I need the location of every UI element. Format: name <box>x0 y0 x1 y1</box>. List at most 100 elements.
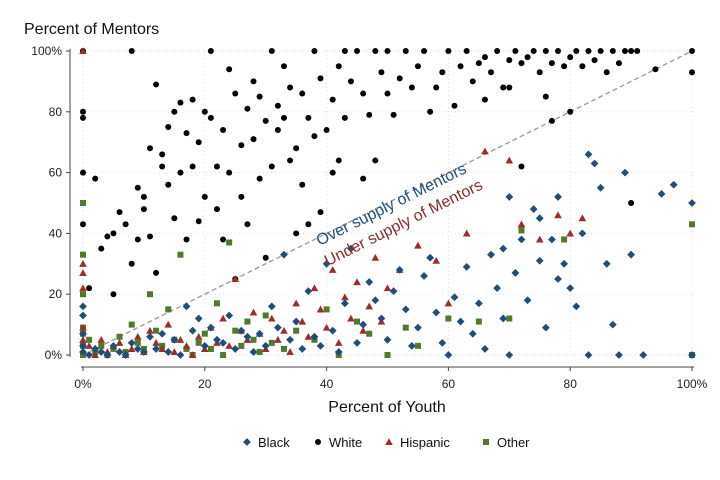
other-point <box>354 318 361 325</box>
hispanic-point <box>188 351 197 359</box>
white-point <box>378 69 385 76</box>
white-point <box>335 157 342 164</box>
white-point <box>548 117 555 124</box>
hispanic-point <box>115 339 124 346</box>
other-point <box>244 318 251 325</box>
y-tick-label: 100% <box>31 44 62 58</box>
white-point <box>652 66 659 73</box>
white-point <box>140 193 147 200</box>
hispanic-point <box>505 156 514 164</box>
white-point <box>274 102 281 109</box>
series-white <box>80 48 695 298</box>
other-point <box>268 339 275 346</box>
black-point <box>79 341 87 350</box>
black-point <box>85 351 93 359</box>
white-point <box>104 233 111 240</box>
black-point <box>511 269 520 277</box>
x-tick-label: 20 <box>198 377 212 391</box>
black-point <box>639 351 648 359</box>
white-point <box>500 84 507 91</box>
white-point <box>299 181 306 188</box>
hispanic-point <box>79 47 87 55</box>
white-point <box>171 215 178 222</box>
other-point <box>238 342 245 349</box>
black-point <box>176 351 185 359</box>
white-point <box>244 105 251 112</box>
white-point <box>481 54 488 61</box>
black-point <box>146 332 154 341</box>
hispanic-point <box>310 284 319 292</box>
white-point <box>518 60 525 67</box>
other-point <box>366 330 373 337</box>
white-point <box>512 48 519 54</box>
black-point <box>237 326 246 335</box>
hispanic-point <box>97 336 106 343</box>
black-point <box>621 168 629 177</box>
black-point <box>91 345 100 353</box>
white-point <box>140 206 147 213</box>
legend-black-marker <box>243 438 251 446</box>
other-point <box>232 327 239 334</box>
x-tick-label: 0% <box>74 377 92 391</box>
black-point <box>389 287 398 296</box>
black-point <box>371 296 380 305</box>
white-point <box>384 90 391 97</box>
black-point <box>347 244 355 253</box>
black-point <box>657 189 666 198</box>
hispanic-point <box>444 299 453 307</box>
white-point <box>305 114 312 121</box>
hispanic-point <box>481 147 489 155</box>
black-point <box>578 229 587 238</box>
hispanic-point <box>79 269 87 276</box>
black-point <box>377 314 386 323</box>
black-point <box>608 320 617 329</box>
white-point <box>122 221 129 228</box>
white-point <box>207 114 214 121</box>
black-point <box>450 293 459 302</box>
white-point <box>542 93 549 100</box>
white-point <box>220 236 227 243</box>
black-point <box>566 284 575 293</box>
tick-labels: 0% 20 40 60 80 100% 0% 20 40 60 80 100% <box>31 44 707 391</box>
white-point <box>317 75 324 82</box>
black-point <box>401 305 410 314</box>
hispanic-point <box>194 332 203 340</box>
white-point <box>615 60 622 67</box>
black-point <box>541 323 550 332</box>
white-point <box>238 193 245 200</box>
white-point <box>634 48 641 54</box>
series-black <box>79 150 696 359</box>
black-point <box>487 250 495 259</box>
hispanic-point <box>566 229 574 237</box>
black-point <box>517 235 526 244</box>
black-point <box>688 351 696 359</box>
white-point <box>299 90 306 97</box>
black-point <box>596 183 605 192</box>
hispanic-point <box>353 278 361 286</box>
hispanic-point <box>292 299 300 307</box>
other-point <box>561 236 568 243</box>
other-point <box>384 352 391 358</box>
white-point <box>335 63 342 70</box>
x-tick-label: 100% <box>677 377 708 391</box>
white-point <box>80 221 86 228</box>
white-point <box>628 200 635 206</box>
hispanic-point <box>79 260 87 267</box>
white-point <box>567 54 574 61</box>
white-point <box>195 218 202 225</box>
other-point <box>207 345 214 352</box>
white-point <box>220 127 227 134</box>
black-point <box>615 351 623 359</box>
black-point <box>79 329 87 338</box>
white-point <box>506 84 513 91</box>
black-point <box>194 314 203 323</box>
black-point <box>499 244 508 253</box>
other-point <box>445 315 452 322</box>
data-points <box>79 47 696 359</box>
black-point <box>243 332 252 341</box>
black-point <box>560 259 569 268</box>
hispanic-point <box>274 336 282 343</box>
other-point <box>153 327 160 334</box>
